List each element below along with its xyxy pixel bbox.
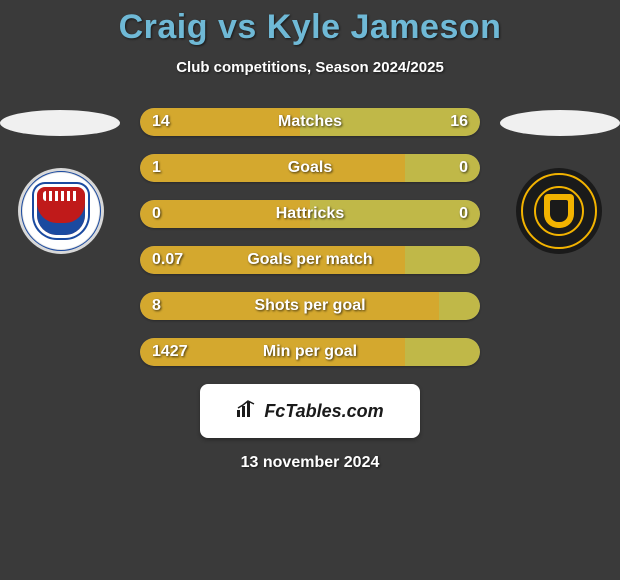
brand-chart-icon [236,400,258,423]
stat-label: Shots per goal [140,292,480,320]
comparison-panel: 14 Matches 16 1 Goals 0 0 Hattricks 0 [0,108,620,472]
right-club-crest-icon [516,168,602,254]
stat-label: Hattricks [140,200,480,228]
stat-row: 1427 Min per goal [140,338,480,366]
stat-label: Goals per match [140,246,480,274]
stat-label: Matches [140,108,480,136]
stat-label: Min per goal [140,338,480,366]
page-title: Craig vs Kyle Jameson [0,8,620,47]
stat-row: 0 Hattricks 0 [140,200,480,228]
brand-badge[interactable]: FcTables.com [200,384,420,438]
stat-row: 14 Matches 16 [140,108,480,136]
stat-row: 0.07 Goals per match [140,246,480,274]
left-club-crest-icon [18,168,104,254]
stat-row: 8 Shots per goal [140,292,480,320]
stat-value-right: 0 [447,154,480,182]
stats-bars: 14 Matches 16 1 Goals 0 0 Hattricks 0 [140,108,480,366]
stat-value-right: 0 [447,200,480,228]
left-player-oval [0,110,120,136]
right-player-oval [500,110,620,136]
date-label: 13 november 2024 [0,454,620,472]
stat-label: Goals [140,154,480,182]
page-subtitle: Club competitions, Season 2024/2025 [0,59,620,76]
stat-value-right: 16 [438,108,480,136]
stat-row: 1 Goals 0 [140,154,480,182]
brand-text: FcTables.com [264,401,383,422]
